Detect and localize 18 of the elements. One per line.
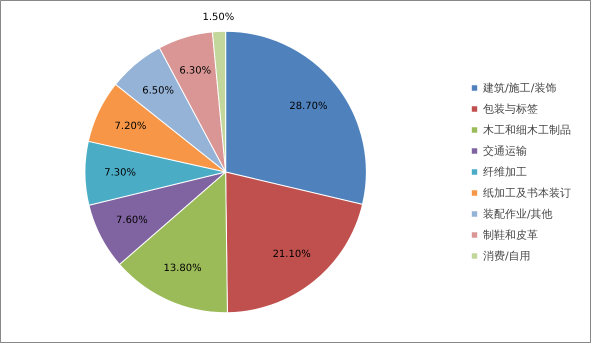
legend-label: 消费/自用 xyxy=(483,248,531,263)
data-label: 13.80% xyxy=(163,262,202,274)
data-label: 21.10% xyxy=(272,248,311,260)
legend-label: 制鞋和皮革 xyxy=(483,227,538,242)
legend-label: 木工和细木工制品 xyxy=(483,122,571,137)
data-label: 7.60% xyxy=(116,215,148,226)
data-label: 28.70% xyxy=(289,101,328,112)
data-label: 6.30% xyxy=(179,65,212,76)
legend-label: 装配作业/其他 xyxy=(483,206,553,221)
data-label: 7.30% xyxy=(104,167,136,178)
legend-label: 建筑/施工/装饰 xyxy=(483,80,556,95)
data-label: 6.50% xyxy=(142,85,174,96)
legend-label: 纸加工及书本装订 xyxy=(483,185,571,200)
data-label: 7.20% xyxy=(114,120,146,132)
legend-label: 包装与标签 xyxy=(483,101,538,116)
data-label: 1.50% xyxy=(202,12,234,23)
legend-label: 纤维加工 xyxy=(483,164,527,179)
legend-label: 交通运输 xyxy=(483,143,527,158)
